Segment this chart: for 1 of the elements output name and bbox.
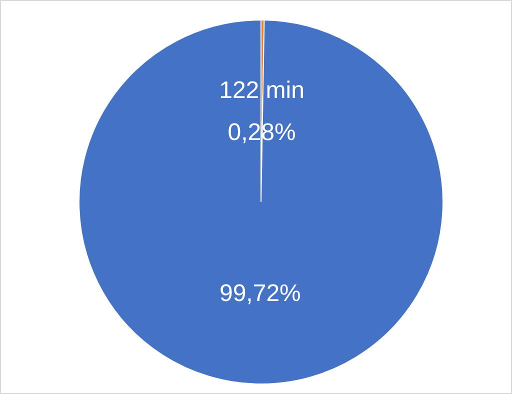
data-label: 99,72% — [219, 279, 301, 306]
